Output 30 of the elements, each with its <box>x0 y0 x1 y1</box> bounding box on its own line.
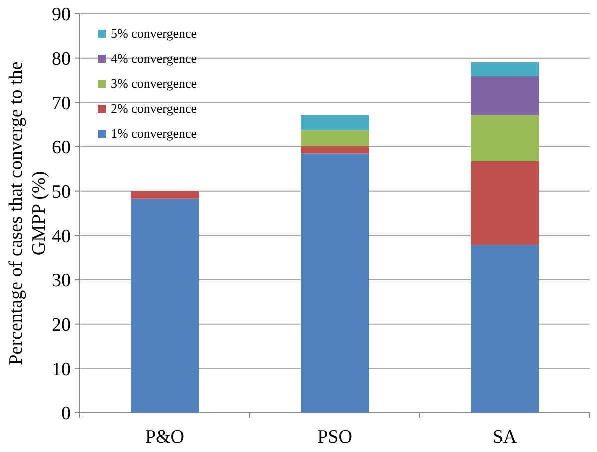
bar <box>301 130 369 146</box>
bar <box>471 76 539 116</box>
y-tick-label: 40 <box>52 226 71 248</box>
y-tick-label: 90 <box>52 4 71 26</box>
y-tick-label: 0 <box>62 404 71 425</box>
y-tick-label: 50 <box>52 182 71 203</box>
x-tick-label: P&O <box>145 427 185 448</box>
y-tick-label: 70 <box>52 93 71 114</box>
y-tick-label: 10 <box>52 359 71 380</box>
y-tick-label: 80 <box>52 48 71 70</box>
bar <box>301 154 369 413</box>
bar <box>471 115 539 162</box>
legend-label: 5% convergence <box>111 26 198 41</box>
bar <box>131 191 199 199</box>
y-tick-label: 60 <box>52 138 71 159</box>
bar <box>471 244 539 413</box>
x-tick-label: PSO <box>318 427 352 448</box>
legend-label: 2% convergence <box>111 101 198 116</box>
y-tick-label: 30 <box>52 270 71 292</box>
legend-label: 1% convergence <box>111 126 198 141</box>
y-tick-label: 20 <box>52 314 71 336</box>
bar <box>131 198 199 413</box>
bar <box>301 146 369 154</box>
legend-label: 4% convergence <box>111 51 198 66</box>
x-tick-label: SA <box>492 427 518 448</box>
bar <box>301 115 369 130</box>
bar <box>471 161 539 245</box>
y-axis-title: Percentage of cases that converge to the GMPP (%) <box>6 62 50 366</box>
legend-label: 3% convergence <box>111 76 198 91</box>
bar <box>471 62 539 77</box>
